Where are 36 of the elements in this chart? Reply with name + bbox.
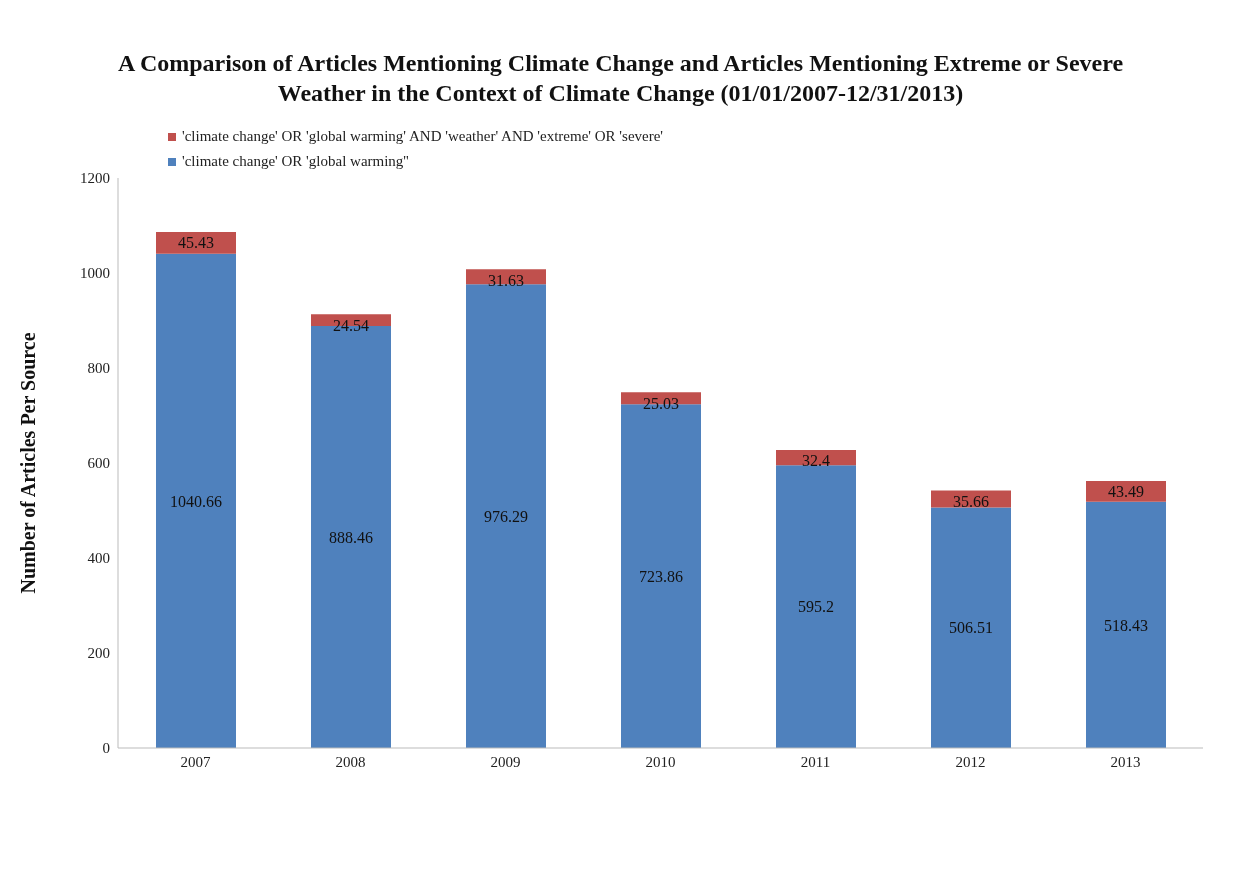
legend-label: 'climate change' OR 'global warming'' (182, 153, 409, 170)
bar (776, 465, 856, 748)
y-tick-label: 1200 (80, 170, 110, 187)
x-tick-label: 2008 (335, 753, 366, 770)
data-label: 723.86 (639, 567, 683, 585)
chart-title: A Comparison of Articles Mentioning Climate Change and Articles Mentioning Extreme or Severe Weather in the Context of Climate Change (01/01/2007-12/31/2013) (116, 49, 1125, 108)
data-label: 45.43 (178, 234, 214, 252)
data-label: 31.63 (488, 271, 524, 289)
y-tick-label: 1000 (80, 265, 110, 282)
data-label: 506.51 (949, 619, 993, 637)
bar (466, 284, 546, 748)
data-label: 35.66 (953, 492, 989, 510)
x-tick-label: 2011 (800, 753, 831, 770)
data-label: 1040.66 (170, 492, 222, 510)
data-label: 595.2 (798, 598, 834, 616)
y-tick-label: 200 (87, 645, 110, 662)
x-tick-label: 2010 (645, 753, 676, 770)
data-label: 518.43 (1104, 616, 1148, 634)
bar (156, 232, 236, 254)
bar (156, 253, 236, 748)
data-label: 976.29 (484, 507, 528, 525)
data-label: 888.46 (329, 528, 373, 546)
x-tick-label: 2013 (1110, 753, 1141, 770)
x-tick-label: 2012 (955, 753, 986, 770)
x-tick-label: 2009 (490, 753, 521, 770)
y-tick-label: 400 (87, 550, 110, 567)
x-tick-label: 2007 (180, 753, 211, 770)
data-label: 43.49 (1108, 483, 1144, 501)
bar (1086, 501, 1166, 748)
data-label: 32.4 (802, 452, 830, 470)
y-axis-title: Number of Articles Per Source (17, 332, 40, 594)
y-tick-label: 600 (87, 455, 110, 472)
legend-label: 'climate change' OR 'global warming' AND 'weather' AND 'extreme' OR 'severe' (182, 128, 664, 145)
y-tick-label: 0 (102, 740, 110, 757)
y-tick-label: 800 (87, 360, 110, 377)
bar (931, 507, 1011, 748)
